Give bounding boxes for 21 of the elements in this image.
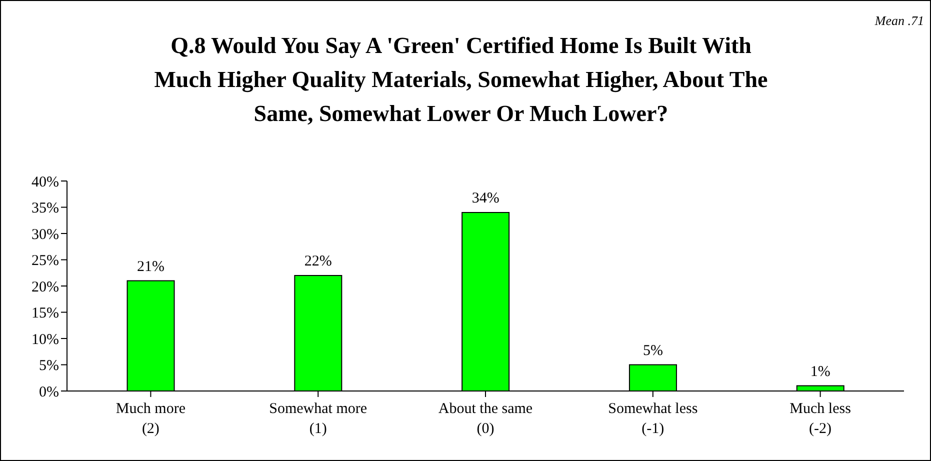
x-tick-label: Somewhat more (1)	[269, 401, 368, 437]
data-label: 1%	[810, 364, 830, 380]
data-label: 5%	[642, 342, 663, 359]
y-tick-label: 30%	[32, 226, 59, 243]
y-tick-label: 15%	[32, 306, 59, 322]
data-label: 21%	[137, 258, 165, 275]
y-tick-label: 5%	[39, 358, 59, 374]
y-tick-label: 20%	[32, 279, 59, 296]
x-tick-label: About the same (0)	[438, 401, 533, 437]
chart-title: Q.8 Would You Say A 'Green' Certified Home Is Built With Much Higher Quality Materials, Somewhat Higher, About The Same, Somewhat Lower Or Much Lower?	[153, 32, 769, 128]
text: Mean .71	[874, 13, 924, 29]
data-label: 34%	[472, 190, 500, 206]
x-tick-label: Somewhat less (-1)	[608, 401, 698, 437]
y-tick-label: 10%	[32, 332, 59, 348]
x-tick-label: Much less (-2)	[790, 401, 852, 437]
y-tick-label: 25%	[32, 253, 59, 270]
y-tick-label: 40%	[32, 174, 59, 190]
x-tick-label: Much more (2)	[116, 401, 186, 437]
data-label: 22%	[304, 254, 332, 270]
y-tick-label: 35%	[32, 200, 59, 217]
y-tick-label: 0%	[39, 384, 59, 400]
